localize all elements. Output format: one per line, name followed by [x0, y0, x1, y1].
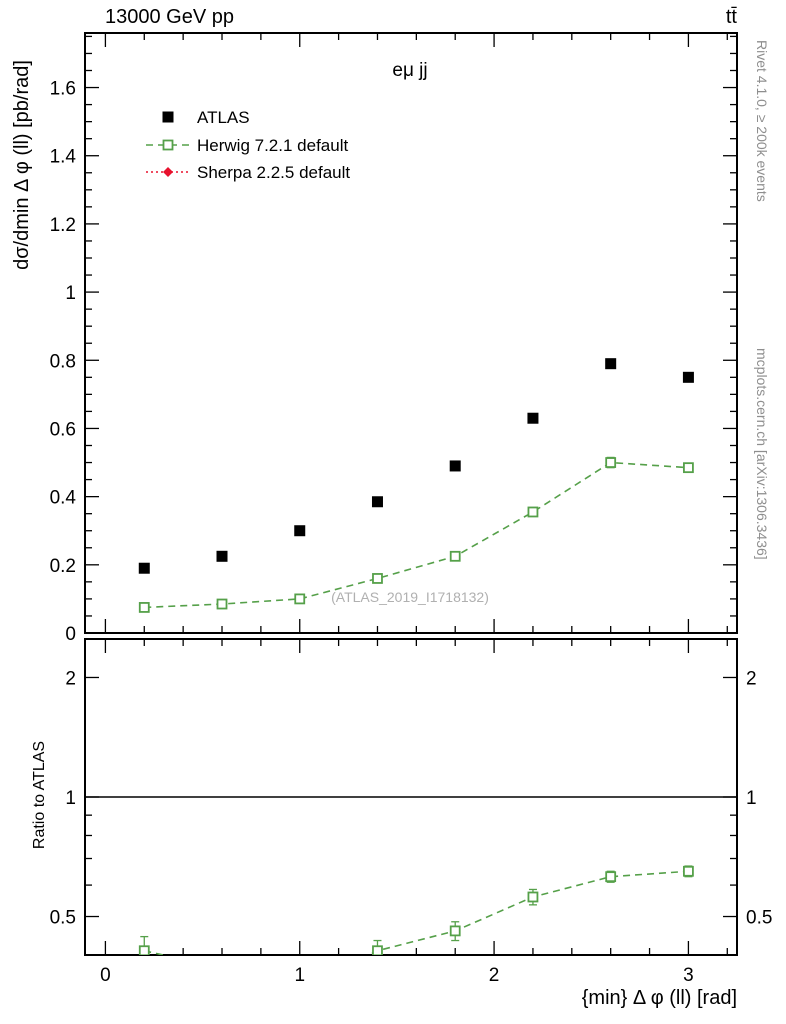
legend-marker	[162, 139, 174, 151]
herwig-marker	[605, 457, 617, 468]
herwig-marker	[216, 598, 228, 610]
main-y-axis-label: dσ/dmin Δ φ (ll) [pb/rad]	[11, 60, 33, 270]
herwig-ratio-marker	[138, 945, 150, 955]
process-label: tt̄	[726, 6, 738, 28]
ratio-y-axis-label: Ratio to ATLAS	[31, 741, 48, 849]
atlas-marker	[682, 371, 694, 383]
tick-label: 1.4	[50, 147, 77, 168]
herwig-ratio-marker	[449, 925, 461, 937]
tick-label: 3	[683, 965, 694, 986]
herwig-marker	[449, 550, 461, 562]
herwig-ratio-marker	[605, 871, 617, 883]
herwig-marker	[294, 593, 306, 605]
herwig-ratio-line	[144, 870, 689, 955]
herwig-marker	[138, 602, 150, 613]
tick-label: 0	[65, 624, 76, 645]
tick-label: 1	[746, 788, 757, 809]
plot-title: eμ jj	[392, 60, 427, 81]
tick-label: 1	[65, 788, 76, 809]
ratio-series-layer	[85, 796, 737, 973]
main-series-layer	[138, 358, 694, 613]
tick-label: 2	[65, 668, 76, 689]
legend-label-herwig: Herwig 7.2.1 default	[197, 136, 348, 155]
tick-label: 0.4	[50, 488, 77, 509]
herwig-ratio-marker	[683, 865, 694, 877]
x-axis-label: {min} Δ φ (ll) [rad]	[582, 987, 737, 1009]
tick-label: 1	[294, 965, 305, 986]
main-panel-frame	[84, 32, 738, 634]
atlas-marker	[449, 460, 461, 472]
herwig-marker	[372, 573, 383, 584]
tick-label: 2	[489, 965, 500, 986]
legend-marker	[163, 167, 173, 177]
atlas-marker	[371, 496, 383, 508]
atlas-marker	[605, 358, 617, 370]
tick-label: 0.2	[50, 556, 76, 577]
legend-label-atlas: ATLAS	[197, 108, 250, 127]
legend-label-sherpa: Sherpa 2.2.5 default	[197, 163, 350, 182]
tick-label: 0.5	[746, 908, 772, 929]
tick-label: 1.6	[50, 79, 76, 100]
herwig-ratio-marker	[527, 891, 539, 903]
atlas-marker	[294, 525, 306, 537]
tick-label: 1	[65, 283, 76, 304]
tick-label: 0.5	[50, 908, 76, 929]
rivet-version-note: Rivet 4.1.0, ≥ 200k events	[754, 40, 770, 202]
herwig-marker	[527, 506, 539, 518]
tick-label: 0.8	[50, 351, 76, 372]
legend-marker	[162, 111, 174, 123]
watermark: (ATLAS_2019_I1718132)	[331, 589, 489, 605]
atlas-marker	[138, 562, 150, 574]
legend-markers	[146, 111, 190, 177]
atlas-marker	[216, 550, 228, 562]
tick-label: 2	[746, 668, 757, 689]
herwig-marker	[683, 462, 694, 474]
herwig-line	[144, 461, 689, 609]
herwig-ratio-marker	[218, 964, 227, 973]
atlas-marker	[527, 412, 539, 424]
tick-label: 0	[100, 965, 111, 986]
beam-energy-label: 13000 GeV pp	[105, 6, 234, 28]
mcplots-note: mcplots.cern.ch [arXiv:1306.3436]	[754, 348, 770, 560]
axis-ticks	[85, 33, 737, 955]
herwig-ratio-marker	[372, 945, 383, 955]
tick-label: 0.6	[50, 419, 76, 440]
tick-label: 1.2	[50, 215, 76, 236]
tick-labels: 0 1 2 3 0 0.2 0.4 0.6 0.8 1 1.2 1.4 1.6 0.5 0.5 1 1 2 2	[50, 79, 773, 986]
